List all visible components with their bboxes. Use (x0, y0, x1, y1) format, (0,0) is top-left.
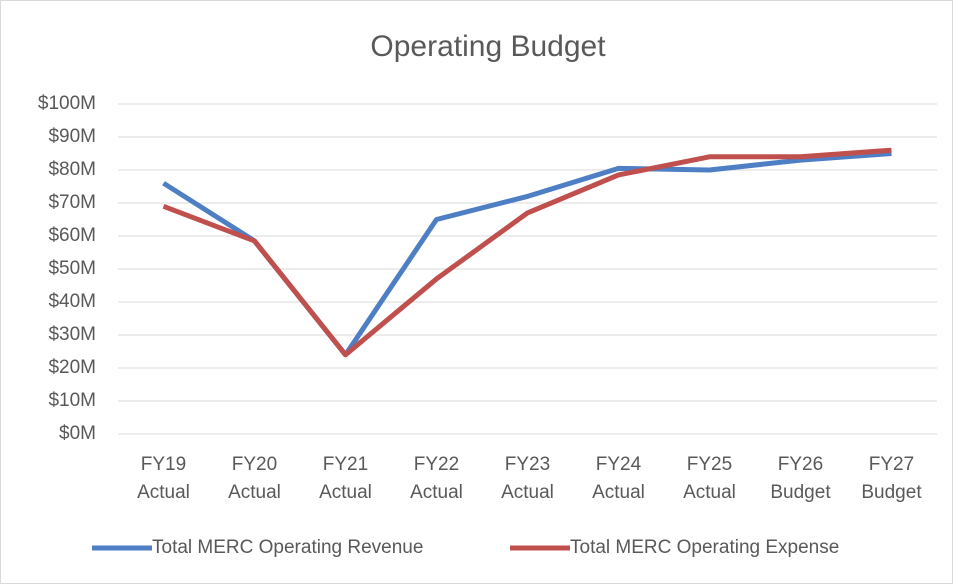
y-tick-label: $60M (48, 225, 96, 246)
y-tick-label: $80M (48, 159, 96, 180)
x-tick-label: Actual (410, 482, 463, 503)
x-tick-label: Actual (592, 482, 645, 503)
line-series (162, 147, 892, 358)
y-tick-label: $30M (48, 324, 96, 345)
x-tick-label: FY26 (778, 454, 823, 475)
y-tick-label: $100M (38, 93, 96, 114)
y-tick-label: $20M (48, 357, 96, 378)
legend-label: Total MERC Operating Revenue (152, 537, 423, 558)
x-tick-label: FY22 (414, 454, 459, 475)
x-tick-label: FY20 (232, 454, 277, 475)
legend-label: Total MERC Operating Expense (570, 537, 839, 558)
x-tick-label: Actual (228, 482, 281, 503)
y-tick-label: $90M (48, 126, 96, 147)
x-tick-label: Actual (683, 482, 736, 503)
x-tick-label: Actual (501, 482, 554, 503)
x-tick-label: Actual (137, 482, 190, 503)
x-tick-label: FY19 (141, 454, 186, 475)
chart-title: Operating Budget (370, 30, 606, 63)
x-tick-label: FY23 (505, 454, 550, 475)
x-tick-label: FY24 (596, 454, 642, 475)
y-tick-label: $0M (59, 423, 96, 444)
y-tick-label: $40M (48, 291, 96, 312)
x-tick-label: Budget (770, 482, 831, 503)
x-tick-label: FY25 (687, 454, 732, 475)
x-tick-label: FY21 (323, 454, 368, 475)
y-tick-label: $50M (48, 258, 96, 279)
x-tick-label: Actual (319, 482, 372, 503)
y-tick-label: $10M (48, 390, 96, 411)
x-tick-label: FY27 (869, 454, 914, 475)
x-tick-label: Budget (861, 482, 922, 503)
y-tick-label: $70M (48, 192, 96, 213)
